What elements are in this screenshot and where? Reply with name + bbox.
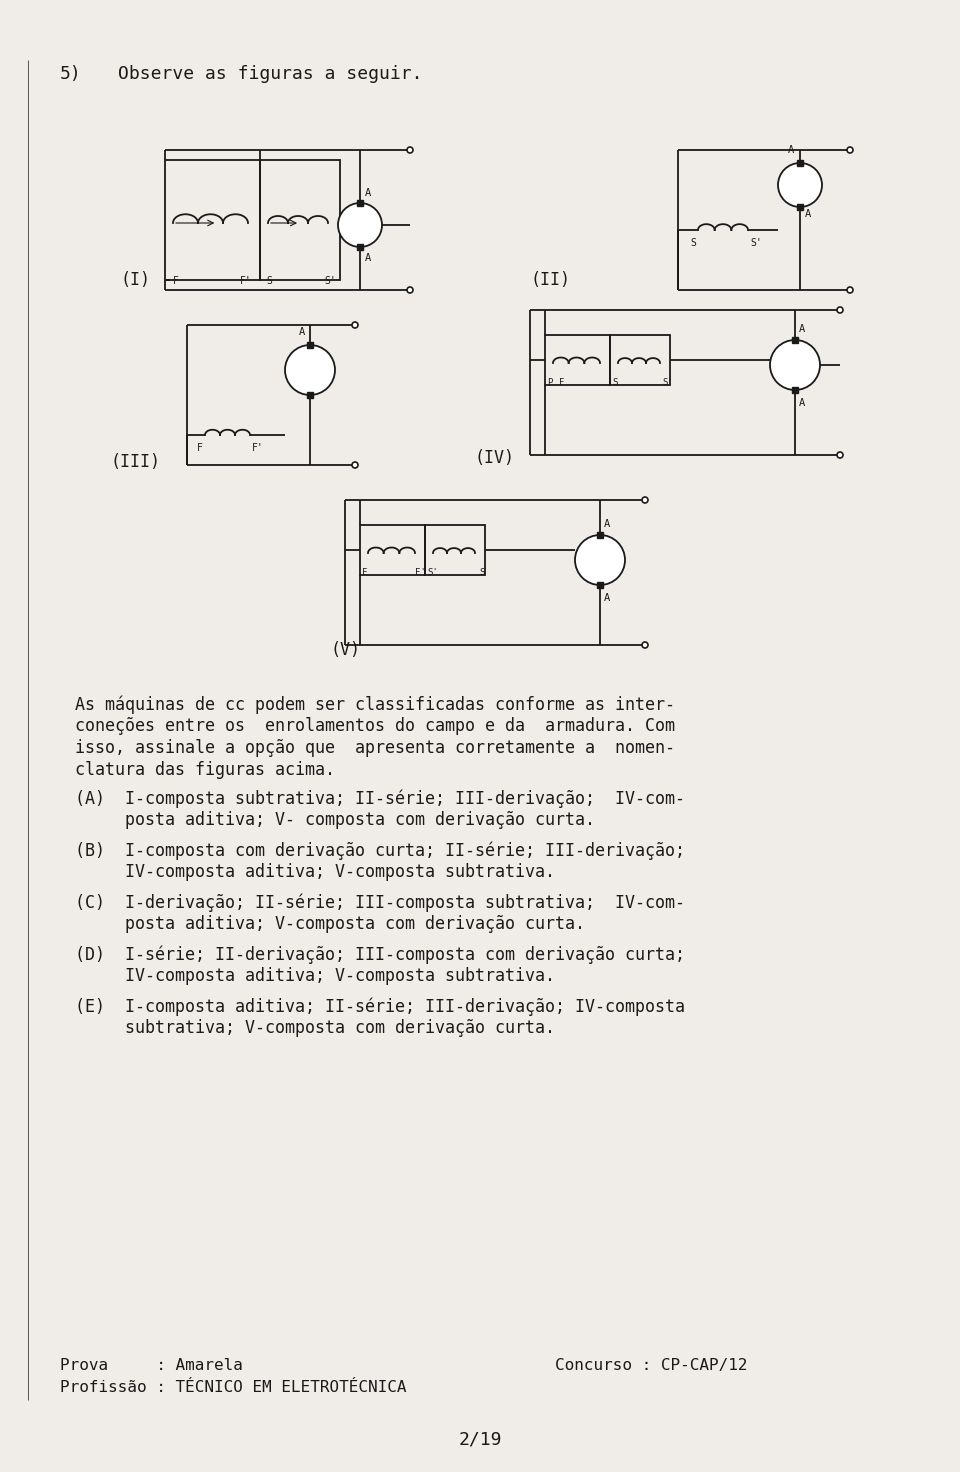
Bar — [357, 200, 363, 206]
Text: (I): (I) — [120, 271, 150, 289]
Bar — [597, 531, 603, 537]
Circle shape — [770, 340, 820, 390]
Text: A: A — [788, 146, 794, 155]
Text: (III): (III) — [110, 453, 160, 471]
Text: F: F — [197, 443, 203, 453]
Text: (D)  I-série; II-derivação; III-composta com derivação curta;: (D) I-série; II-derivação; III-composta … — [75, 946, 685, 964]
Text: A: A — [604, 520, 611, 528]
Text: S: S — [690, 238, 696, 247]
Text: coneções entre os  enrolamentos do campo e da  armadura. Com: coneções entre os enrolamentos do campo … — [75, 717, 675, 735]
Circle shape — [352, 462, 358, 468]
Bar — [792, 387, 798, 393]
Text: Profissão : TÉCNICO EM ELETROTÉCNICA: Profissão : TÉCNICO EM ELETROTÉCNICA — [60, 1381, 406, 1395]
Text: IV-composta aditiva; V-composta subtrativa.: IV-composta aditiva; V-composta subtrati… — [75, 863, 555, 882]
Text: IV-composta aditiva; V-composta subtrativa.: IV-composta aditiva; V-composta subtrati… — [75, 967, 555, 985]
Bar — [360, 526, 425, 576]
Bar — [797, 160, 803, 166]
Text: As máquinas de cc podem ser classificadas conforme as inter-: As máquinas de cc podem ser classificada… — [75, 695, 675, 714]
Text: A: A — [799, 397, 805, 408]
Text: (V): (V) — [330, 640, 360, 659]
Text: S': S' — [324, 277, 336, 286]
Text: A: A — [805, 209, 811, 219]
Bar — [610, 336, 670, 386]
Text: S': S' — [427, 568, 438, 577]
Text: clatura das figuras acima.: clatura das figuras acima. — [75, 761, 335, 779]
Text: posta aditiva; V- composta com derivação curta.: posta aditiva; V- composta com derivação… — [75, 811, 595, 829]
Circle shape — [285, 344, 335, 394]
Text: F': F' — [240, 277, 252, 286]
Text: posta aditiva; V-composta com derivação curta.: posta aditiva; V-composta com derivação … — [75, 916, 585, 933]
Text: P: P — [547, 378, 552, 387]
Bar — [307, 342, 313, 347]
Bar — [260, 160, 340, 280]
Bar — [357, 244, 363, 250]
Text: subtrativa; V-composta com derivação curta.: subtrativa; V-composta com derivação cur… — [75, 1019, 555, 1036]
Text: F': F' — [415, 568, 425, 577]
Text: F: F — [173, 277, 179, 286]
Text: isso, assinale a opção que  apresenta corretamente a  nomen-: isso, assinale a opção que apresenta cor… — [75, 739, 675, 757]
Text: Prova     : Amarela: Prova : Amarela — [60, 1359, 243, 1373]
Text: S: S — [266, 277, 272, 286]
Bar — [597, 581, 603, 587]
Circle shape — [352, 322, 358, 328]
Text: (E)  I-composta aditiva; II-série; III-derivação; IV-composta: (E) I-composta aditiva; II-série; III-de… — [75, 998, 685, 1017]
Text: (B)  I-composta com derivação curta; II-série; III-derivação;: (B) I-composta com derivação curta; II-s… — [75, 842, 685, 861]
Text: F': F' — [252, 443, 264, 453]
Text: 2/19: 2/19 — [458, 1429, 502, 1448]
Bar — [792, 337, 798, 343]
Circle shape — [338, 203, 382, 247]
Text: Observe as figuras a seguir.: Observe as figuras a seguir. — [118, 65, 422, 82]
Text: A: A — [604, 593, 611, 604]
Circle shape — [847, 287, 853, 293]
Circle shape — [837, 308, 843, 314]
Bar — [545, 336, 610, 386]
Text: S': S' — [750, 238, 761, 247]
Circle shape — [407, 287, 413, 293]
Text: A: A — [299, 327, 305, 337]
Text: S: S — [612, 378, 617, 387]
Circle shape — [847, 147, 853, 153]
Text: (IV): (IV) — [475, 449, 515, 467]
Text: S': S' — [662, 378, 673, 387]
Text: A: A — [365, 253, 372, 263]
Text: A: A — [799, 324, 805, 334]
Circle shape — [837, 452, 843, 458]
Circle shape — [642, 498, 648, 503]
Text: F: F — [559, 378, 564, 387]
Circle shape — [642, 642, 648, 648]
Circle shape — [575, 534, 625, 584]
Text: Concurso : CP-CAP/12: Concurso : CP-CAP/12 — [555, 1359, 748, 1373]
Bar — [797, 205, 803, 210]
Circle shape — [778, 163, 822, 208]
Text: (C)  I-derivação; II-série; III-composta subtrativa;  IV-com-: (C) I-derivação; II-série; III-composta … — [75, 894, 685, 913]
Circle shape — [407, 147, 413, 153]
Text: (II): (II) — [530, 271, 570, 289]
Text: (A)  I-composta subtrativa; II-série; III-derivação;  IV-com-: (A) I-composta subtrativa; II-série; III… — [75, 790, 685, 808]
Text: S: S — [479, 568, 485, 577]
Text: F: F — [362, 568, 368, 577]
Bar — [165, 160, 260, 280]
Text: A: A — [365, 188, 372, 199]
Bar — [425, 526, 485, 576]
Bar — [307, 392, 313, 397]
Text: 5): 5) — [60, 65, 82, 82]
